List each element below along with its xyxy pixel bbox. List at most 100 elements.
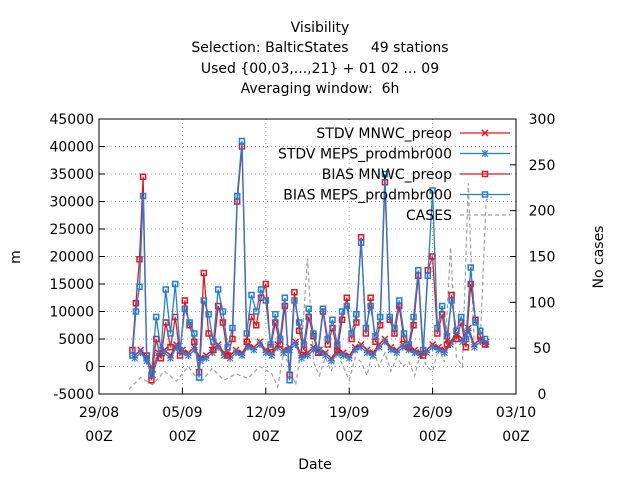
data-point — [200, 297, 208, 304]
data-point — [143, 355, 150, 362]
data-point — [345, 354, 353, 362]
legend: STDV MNWC_preop STDV MEPS_prodmbr000 BIAS … — [278, 126, 510, 224]
data-point — [276, 335, 284, 343]
data-point — [162, 286, 169, 293]
data-point — [357, 343, 365, 351]
data-point — [262, 280, 270, 288]
data-point — [434, 324, 441, 332]
data-point — [395, 297, 403, 304]
legend-marker — [481, 191, 489, 198]
data-point — [372, 333, 379, 340]
data-point — [310, 330, 317, 337]
y-tick-label: 10000 — [49, 305, 94, 321]
data-point — [363, 349, 371, 357]
y-tick-label: 15000 — [49, 277, 94, 293]
data-point — [132, 300, 140, 307]
data-point — [167, 354, 174, 362]
data-point — [195, 374, 203, 381]
data-point — [419, 346, 427, 354]
data-point — [129, 352, 136, 359]
data-point — [253, 308, 260, 315]
data-point — [393, 349, 401, 357]
data-point — [210, 346, 217, 354]
data-point — [157, 355, 165, 362]
data-point — [386, 313, 393, 321]
data-point — [300, 341, 308, 348]
data-point — [410, 313, 417, 321]
data-point — [137, 349, 145, 357]
data-point — [148, 371, 155, 378]
data-point — [272, 319, 279, 326]
data-point — [423, 349, 431, 357]
data-point — [327, 357, 335, 365]
data-point — [267, 341, 274, 348]
chart-title-line-4: Averaging window: 6h — [240, 81, 400, 97]
data-point — [453, 335, 460, 343]
y-tick-label: 20000 — [49, 250, 94, 266]
x-tick-date-label: 26/09 — [412, 405, 452, 421]
data-point — [224, 352, 231, 359]
data-point — [205, 311, 212, 318]
data-point — [400, 330, 408, 337]
data-point — [334, 341, 341, 348]
data-point — [348, 330, 355, 337]
data-point — [481, 335, 489, 343]
legend-marker — [481, 170, 489, 178]
y-tick-label: -5000 — [53, 387, 94, 403]
legend-label: BIAS MNWC_preop — [322, 167, 452, 183]
cases-series — [128, 183, 493, 390]
data-point — [262, 297, 270, 304]
y2-tick-label: 50 — [533, 341, 551, 357]
y2-tick-label: 0 — [538, 387, 547, 403]
data-point — [343, 294, 351, 301]
x-tick-date-label: 12/09 — [246, 405, 286, 421]
data-series — [129, 137, 490, 384]
data-point — [472, 319, 479, 326]
data-point — [375, 343, 383, 351]
data-point — [253, 322, 260, 329]
data-point — [205, 330, 212, 337]
data-point — [453, 327, 460, 334]
data-point — [467, 264, 474, 271]
data-point — [172, 280, 179, 288]
x-tick-date-label: 19/09 — [329, 405, 369, 421]
data-point — [405, 341, 413, 348]
y-axis-label: m — [8, 250, 24, 264]
data-point — [353, 311, 360, 318]
data-point — [305, 313, 312, 321]
data-point — [448, 297, 455, 304]
data-point — [477, 327, 484, 334]
data-point — [381, 170, 389, 178]
data-point — [243, 338, 250, 345]
data-point — [214, 286, 222, 293]
y2-tick-label: 300 — [529, 112, 556, 128]
y2-tick-label: 150 — [529, 250, 556, 266]
data-point — [319, 305, 327, 312]
data-point — [357, 234, 365, 241]
data-point — [248, 291, 255, 299]
data-point — [268, 352, 276, 359]
data-point — [224, 344, 231, 351]
data-point — [232, 349, 240, 357]
data-point — [391, 324, 398, 332]
data-point — [376, 313, 384, 321]
data-point — [429, 187, 436, 194]
x-tick-hour-label: 00Z — [169, 429, 196, 445]
data-point — [219, 308, 227, 315]
data-point — [362, 324, 370, 332]
data-point — [167, 330, 174, 337]
y-tick-label: 30000 — [49, 195, 94, 211]
data-point — [136, 256, 143, 263]
x-tick-hour-label: 00Z — [502, 429, 529, 445]
data-point — [280, 349, 288, 357]
data-point — [136, 283, 143, 290]
y-tick-label: 45000 — [49, 112, 94, 128]
y-tick-label: 5000 — [58, 332, 94, 348]
data-point — [381, 338, 389, 346]
y-tick-label: 0 — [85, 360, 94, 376]
data-point — [321, 352, 329, 359]
data-point — [298, 354, 305, 362]
data-point — [176, 346, 184, 354]
data-point — [210, 338, 217, 345]
data-point — [157, 346, 165, 354]
